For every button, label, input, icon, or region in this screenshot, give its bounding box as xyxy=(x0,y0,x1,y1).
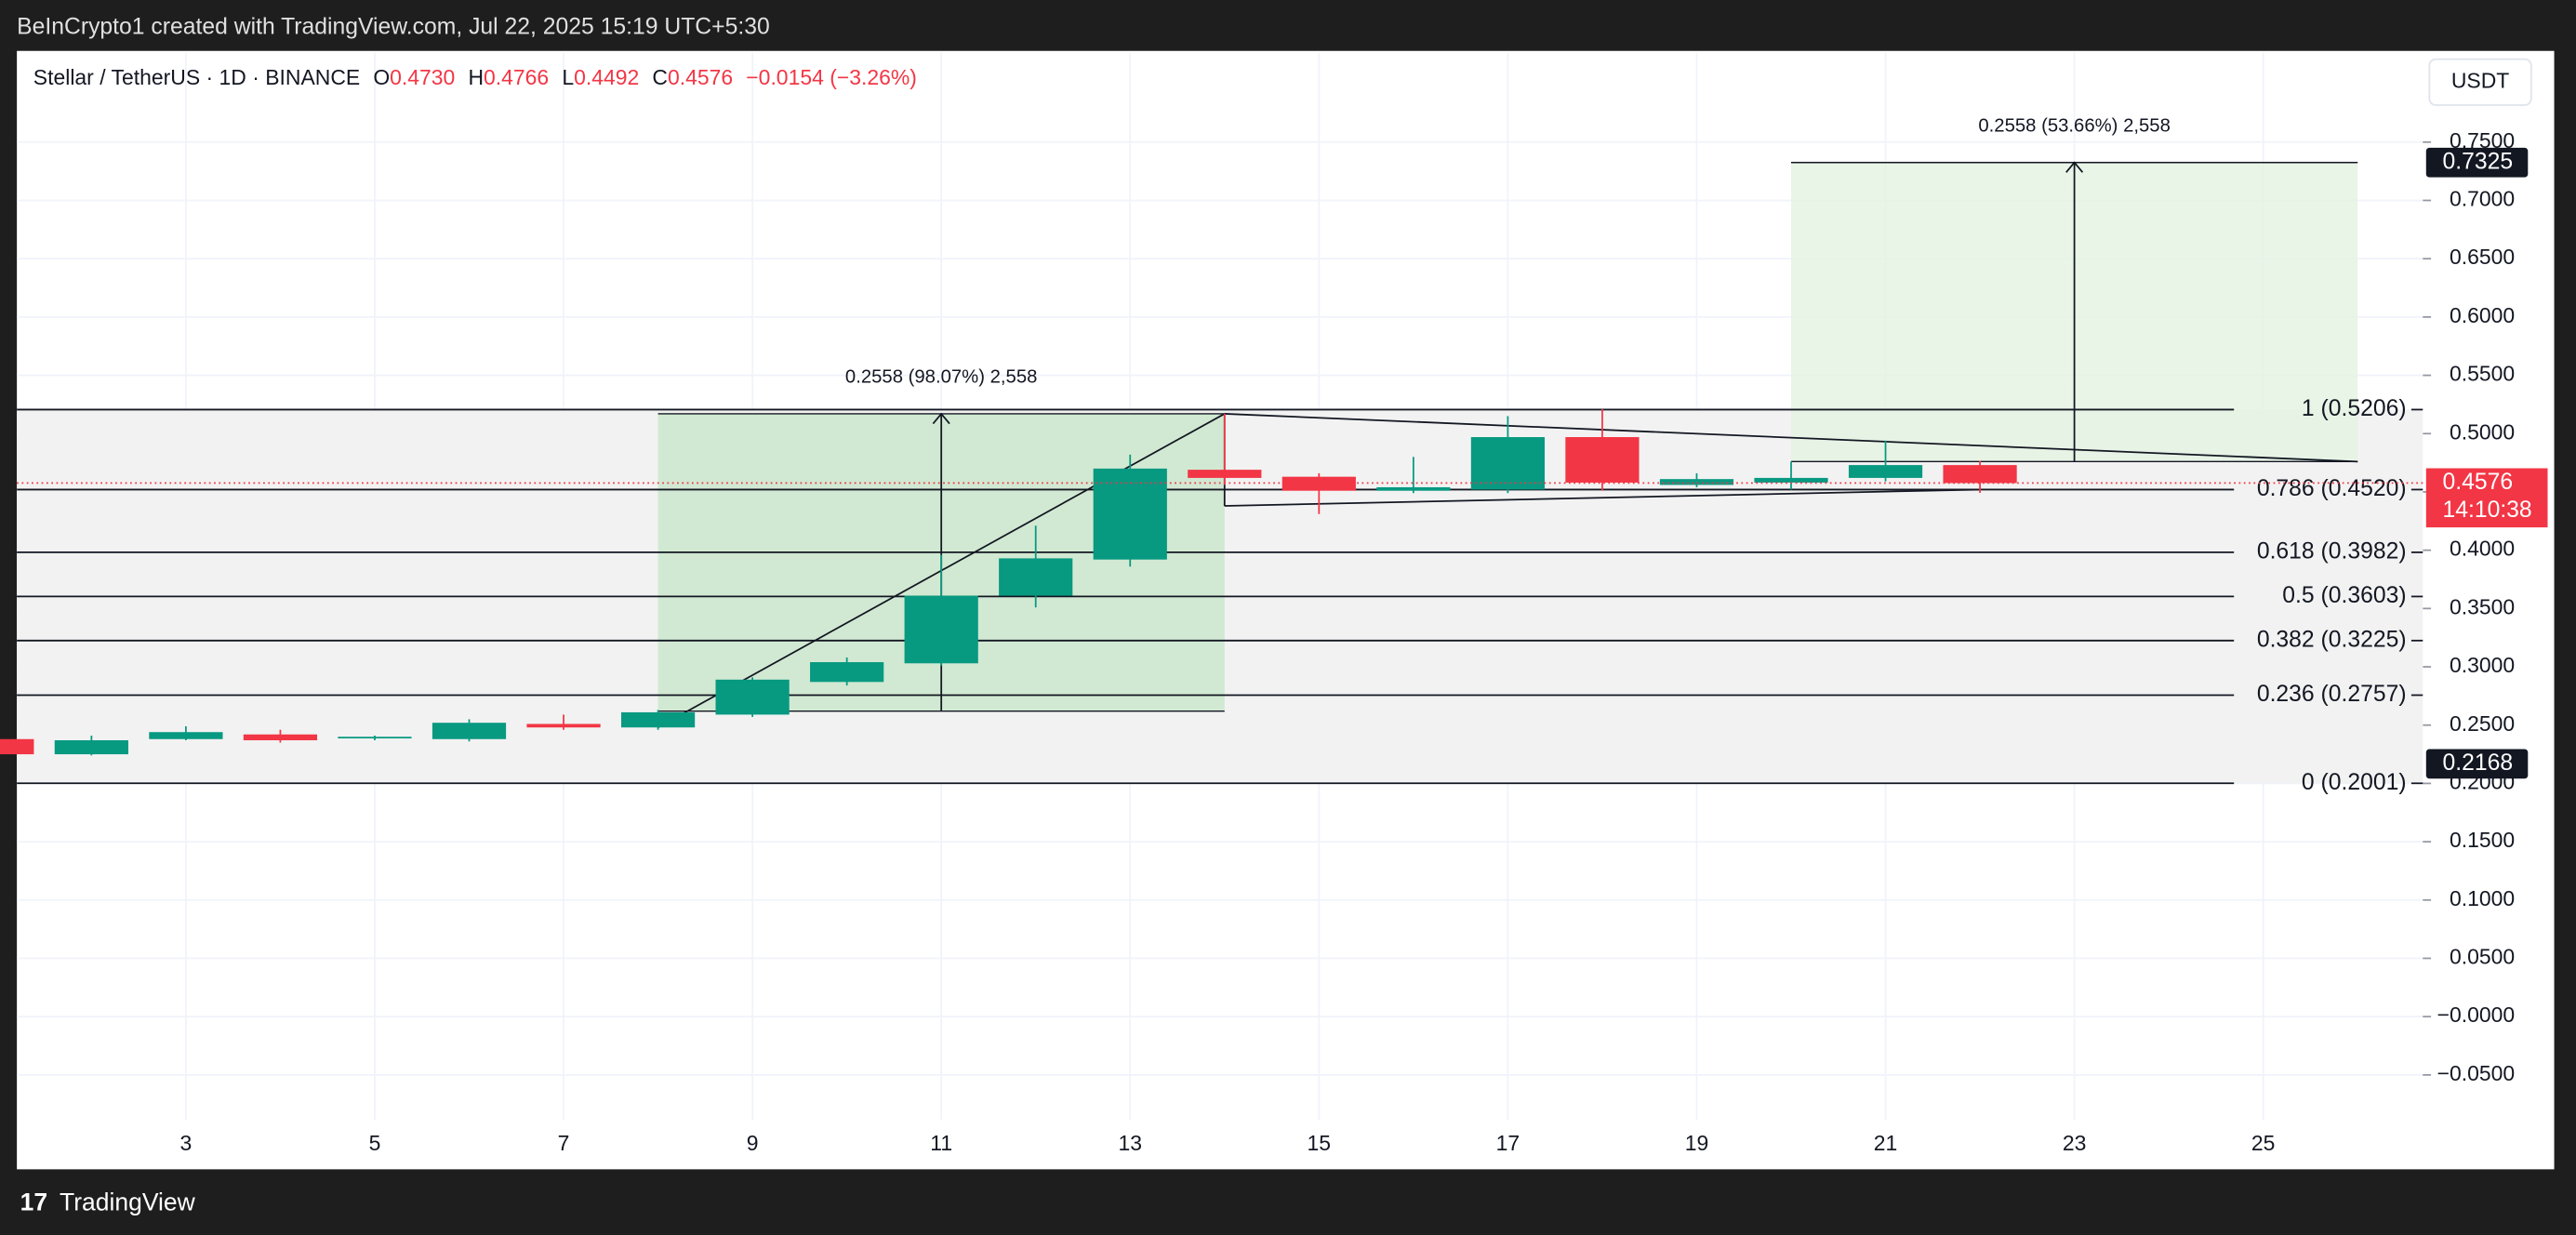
price-tag xyxy=(2425,147,2529,178)
fib-label: 0.5 (0.3603) xyxy=(2282,583,2406,608)
candle-body xyxy=(243,734,318,741)
y-tick-label: 0.4000 xyxy=(2450,537,2515,561)
x-tick-label: 23 xyxy=(2063,1131,2087,1155)
y-tick-label: −0.0500 xyxy=(2437,1061,2516,1085)
currency[interactable]: USDT xyxy=(2451,68,2509,92)
arrow-head xyxy=(932,412,950,425)
arrow-head xyxy=(2065,161,2084,173)
y-tick-label: 0.6500 xyxy=(2450,245,2515,269)
y-tick-label: 0.6000 xyxy=(2450,303,2515,327)
candle-body xyxy=(1470,437,1545,490)
change: −0.0154 (−3.26%) xyxy=(746,65,917,89)
candle-body xyxy=(1188,470,1262,478)
x-tick-label: 5 xyxy=(369,1131,381,1155)
candle-body xyxy=(1659,479,1734,485)
candle-body xyxy=(0,738,34,755)
plot: 3 5 7 9 11 13 15 17 19 21 23 250.75000.70000.65000.… xyxy=(0,52,2548,1155)
candle-body xyxy=(149,732,223,739)
candle-body xyxy=(904,595,978,664)
price-tag xyxy=(2425,749,2529,779)
x-tick-label: 19 xyxy=(1685,1131,1709,1155)
y-tick-label: 0.1500 xyxy=(2450,828,2515,852)
y-tick-label: 0.2500 xyxy=(2450,711,2515,736)
y-tick-label: 0.0500 xyxy=(2450,945,2515,969)
y-tick-label: 0.3500 xyxy=(2450,594,2515,618)
candle-body xyxy=(1093,468,1167,560)
fib-label: 0.786 (0.4520) xyxy=(2257,476,2407,501)
x-tick-label: 13 xyxy=(1118,1131,1142,1155)
credit: BeInCrypto1 created with TradingView.com… xyxy=(17,15,770,40)
ohlc-key: H xyxy=(468,65,484,89)
y-tick-label: 0.5500 xyxy=(2450,362,2515,386)
ohlc-key: O xyxy=(373,65,390,89)
price-tag xyxy=(2425,468,2548,528)
trendline xyxy=(1224,413,2358,463)
price-tag-label: 0.7325 xyxy=(2442,149,2513,174)
footer: TradingView xyxy=(60,1188,196,1215)
ohlc-key: L xyxy=(562,65,574,89)
fib-label: 0.618 (0.3982) xyxy=(2257,538,2407,564)
candle-body xyxy=(54,740,128,755)
candle-body xyxy=(526,724,601,728)
candle-body xyxy=(810,662,884,683)
ohlc-value: 0.4730 xyxy=(390,65,455,89)
logo-icon: 17 xyxy=(20,1188,47,1215)
candle-body xyxy=(1943,465,2017,484)
x-tick-label: 17 xyxy=(1496,1131,1520,1155)
ohlc-value: 0.4766 xyxy=(484,65,549,89)
price-tag-label: 0.2168 xyxy=(2442,750,2513,776)
ohlc-key: C xyxy=(652,65,668,89)
fib-label: 0 (0.2001) xyxy=(2302,770,2407,795)
x-tick-label: 11 xyxy=(930,1131,952,1155)
x-tick-label: 9 xyxy=(747,1131,759,1155)
ohlc-value: 0.4492 xyxy=(574,65,639,89)
measure-label: 0.2558 (98.07%) 2,558 xyxy=(845,366,1038,387)
y-tick-label: 0.5000 xyxy=(2450,419,2515,444)
legend: Stellar / TetherUS · 1D · BINANCE O0.4730… xyxy=(33,65,917,89)
candle-body xyxy=(620,711,696,728)
symbol: Stellar / TetherUS · 1D · BINANCE xyxy=(33,65,360,89)
x-tick-label: 15 xyxy=(1308,1131,1332,1155)
trendline xyxy=(1224,488,1981,507)
y-tick-label: −0.0000 xyxy=(2437,1003,2516,1027)
candle-body xyxy=(432,723,507,739)
fib-label: 1 (0.5206) xyxy=(2302,396,2407,421)
x-tick-label: 25 xyxy=(2251,1131,2276,1155)
measure-label: 0.2558 (53.66%) 2,558 xyxy=(1978,115,2171,136)
fib-label: 0.382 (0.3225) xyxy=(2257,627,2407,652)
ohlc-value: 0.4576 xyxy=(668,65,733,89)
candle-body xyxy=(1565,437,1640,483)
candle-body xyxy=(1754,477,1828,483)
price-tag-label: 0.4576 xyxy=(2442,470,2513,495)
countdown: 14:10:38 xyxy=(2442,498,2531,523)
x-tick-label: 3 xyxy=(180,1131,193,1155)
fib-label: 0.236 (0.2757) xyxy=(2257,682,2407,707)
y-tick-label: 0.3000 xyxy=(2450,653,2515,677)
y-tick-label: 0.7000 xyxy=(2450,187,2515,211)
candle-body xyxy=(715,679,790,715)
y-tick-label: 0.1000 xyxy=(2450,886,2515,910)
currency-button[interactable] xyxy=(2428,58,2532,106)
x-tick-label: 21 xyxy=(1874,1131,1898,1155)
x-tick-label: 7 xyxy=(558,1131,570,1155)
candle-body xyxy=(999,558,1073,596)
candle-body xyxy=(1376,486,1451,491)
candle-body xyxy=(1848,465,1923,478)
candle-body xyxy=(338,737,412,739)
